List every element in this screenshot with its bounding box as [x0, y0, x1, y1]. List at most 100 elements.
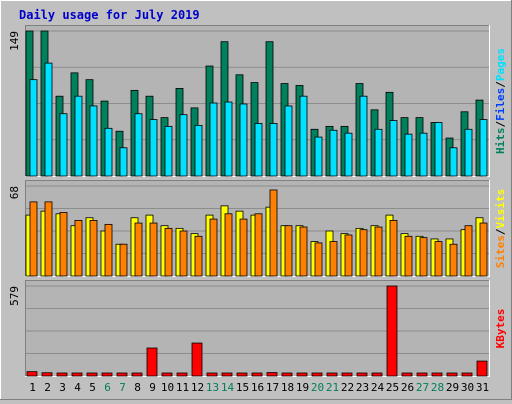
- x-tick-label: 4: [74, 381, 81, 394]
- bar-pages-day-9: [149, 119, 158, 177]
- bar-pages-day-16: [254, 123, 263, 177]
- legend-pages: Pages: [494, 48, 507, 81]
- bar-pages-day-2: [44, 62, 53, 177]
- bar-pages-day-29: [449, 147, 458, 177]
- bar-sites-day-4: [74, 220, 83, 277]
- bar-sites-day-16: [254, 213, 263, 277]
- bar-kbytes-day-4: [71, 372, 83, 377]
- bar-sites-day-17: [269, 189, 278, 277]
- bar-pages-day-21: [329, 129, 338, 177]
- bar-kbytes-day-18: [281, 372, 293, 377]
- bar-sites-day-30: [464, 225, 473, 277]
- legend-visits: Visits: [494, 189, 507, 229]
- x-tick-label: 11: [176, 381, 189, 394]
- bar-pages-day-5: [89, 105, 98, 177]
- y-max-label: 149: [8, 31, 21, 51]
- bar-kbytes-day-8: [131, 372, 143, 377]
- bar-pages-day-14: [224, 101, 233, 177]
- bar-pages-day-10: [164, 125, 173, 177]
- bar-sites-day-10: [164, 227, 173, 277]
- bar-sites-day-27: [419, 237, 428, 277]
- bar-kbytes-day-15: [236, 372, 248, 377]
- bar-kbytes-day-27: [416, 372, 428, 377]
- x-tick-label: 22: [341, 381, 354, 394]
- bar-kbytes-day-30: [461, 372, 473, 377]
- bar-pages-day-13: [209, 102, 218, 177]
- bar-kbytes-day-11: [176, 372, 188, 377]
- bar-pages-day-6: [104, 127, 113, 177]
- bar-kbytes-day-13: [206, 372, 218, 377]
- legend-separator: /: [494, 81, 507, 88]
- x-tick-label: 19: [296, 381, 309, 394]
- bar-pages-day-7: [119, 147, 128, 177]
- bar-kbytes-day-19: [296, 372, 308, 377]
- bar-kbytes-day-16: [251, 372, 263, 377]
- plot-area: [25, 280, 490, 377]
- bar-sites-day-9: [149, 222, 158, 277]
- bar-pages-day-4: [74, 95, 83, 177]
- bar-sites-day-29: [449, 243, 458, 277]
- x-tick-label: 27: [416, 381, 429, 394]
- x-tick-label: 15: [236, 381, 249, 394]
- legend-hits: Hits: [494, 128, 507, 155]
- bar-kbytes-day-14: [221, 372, 233, 377]
- bar-kbytes-day-5: [86, 372, 98, 377]
- bar-pages-day-28: [434, 122, 443, 177]
- x-tick-label: 2: [44, 381, 51, 394]
- bar-kbytes-day-9: [146, 347, 158, 377]
- y-max-label: 68: [8, 186, 21, 199]
- bars: [26, 285, 488, 377]
- x-tick-label: 16: [251, 381, 264, 394]
- bar-sites-day-31: [479, 222, 488, 277]
- legend: Sites/Visits: [494, 189, 507, 269]
- bar-pages-day-25: [389, 120, 398, 177]
- x-tick-label: 9: [149, 381, 156, 394]
- x-tick-label: 12: [191, 381, 204, 394]
- bar-pages-day-19: [299, 95, 308, 177]
- bar-sites-day-6: [104, 223, 113, 277]
- bar-pages-day-31: [479, 119, 488, 177]
- legend-kbytes: KBytes: [494, 309, 507, 349]
- bar-kbytes-day-26: [401, 372, 413, 377]
- bar-sites-day-25: [389, 220, 398, 277]
- bar-kbytes-day-17: [266, 372, 278, 377]
- bar-pages-day-27: [419, 132, 428, 177]
- bar-sites-day-7: [119, 243, 128, 277]
- bars: [25, 189, 488, 277]
- panel-3: 579 KBytes: [8, 280, 507, 377]
- x-tick-label: 28: [431, 381, 444, 394]
- bar-sites-day-2: [44, 201, 53, 277]
- bar-pages-day-15: [239, 103, 248, 177]
- bar-kbytes-day-20: [311, 372, 323, 377]
- bar-sites-day-15: [239, 218, 248, 277]
- bar-kbytes-day-10: [161, 372, 173, 377]
- bar-pages-day-18: [284, 105, 293, 177]
- bar-sites-day-24: [374, 226, 383, 277]
- legend: KBytes: [494, 309, 507, 349]
- bar-kbytes-day-29: [446, 372, 458, 377]
- x-tick-label: 13: [206, 381, 219, 394]
- bar-kbytes-day-2: [41, 372, 53, 377]
- bar-kbytes-day-28: [431, 372, 443, 377]
- legend: Hits/Files/Pages: [494, 48, 507, 154]
- legend-files: Files: [494, 88, 507, 121]
- x-tick-label: 23: [356, 381, 369, 394]
- x-tick-label: 17: [266, 381, 279, 394]
- bar-kbytes-day-24: [371, 372, 383, 377]
- x-tick-label: 3: [59, 381, 66, 394]
- bar-sites-day-18: [284, 225, 293, 277]
- bar-sites-day-14: [224, 213, 233, 277]
- bar-pages-day-22: [344, 132, 353, 177]
- bar-sites-day-21: [329, 241, 338, 277]
- bar-pages-day-8: [134, 113, 143, 177]
- bar-sites-day-8: [134, 222, 143, 277]
- bar-sites-day-20: [314, 242, 323, 277]
- x-tick-label: 7: [119, 381, 126, 394]
- bar-sites-day-19: [299, 226, 308, 277]
- bar-sites-day-26: [404, 235, 413, 277]
- x-tick-label: 18: [281, 381, 294, 394]
- bar-kbytes-day-7: [116, 372, 128, 377]
- bar-kbytes-day-3: [56, 372, 68, 377]
